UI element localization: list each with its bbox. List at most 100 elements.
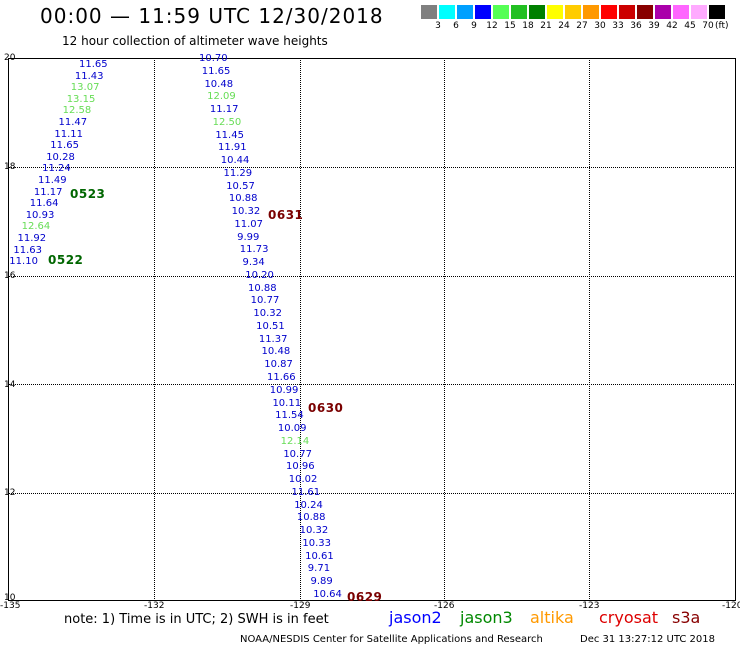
wave-height-value: 9.71	[307, 563, 331, 575]
wave-height-value: 10.33	[302, 537, 331, 549]
legend-label: 33	[612, 21, 624, 31]
legend-label: 3	[435, 21, 441, 31]
legend-swatch	[655, 5, 671, 19]
legend-swatch	[439, 5, 455, 19]
legend-swatch	[529, 5, 545, 19]
wave-height-value: 11.11	[54, 128, 84, 140]
legend-label: 15	[504, 21, 516, 31]
legend-swatch	[619, 5, 635, 19]
satellite-s3a: s3a	[672, 608, 701, 627]
satellite-cryosat: cryosat	[599, 608, 659, 627]
wave-height-value: 10.28	[46, 151, 75, 163]
pass-label-0630: 0630	[308, 401, 344, 415]
wave-height-value: 11.65	[79, 59, 108, 70]
wave-height-value: 11.61	[291, 486, 321, 498]
wave-height-value: 10.70	[199, 53, 228, 64]
wave-height-value: 9.89	[310, 576, 333, 588]
wave-height-value: 10.32	[299, 525, 329, 537]
wave-height-value: 11.45	[215, 129, 244, 141]
wave-height-value: 12.50	[212, 116, 242, 128]
satellite-jason3: jason3	[460, 608, 513, 627]
wave-height-value: 11.91	[218, 142, 247, 154]
legend-swatch	[493, 5, 509, 19]
pass-label-0629: 0629	[347, 590, 383, 604]
wave-height-value: 10.88	[296, 512, 326, 524]
legend-label: 21	[540, 21, 552, 31]
grid-line-vertical	[300, 58, 301, 601]
page-subtitle: 12 hour collection of altimeter wave hei…	[62, 34, 328, 48]
wave-height-value: 11.37	[258, 333, 288, 345]
wave-height-value: 12.09	[207, 91, 236, 103]
legend-swatch	[601, 5, 617, 19]
x-tick-label: -132	[144, 601, 165, 611]
legend-label: 24	[558, 21, 570, 31]
wave-height-value: 13.07	[70, 82, 100, 94]
wave-height-value: 10.32	[231, 206, 261, 218]
wave-height-value: 10.77	[283, 448, 312, 460]
wave-height-value: 10.93	[25, 209, 55, 221]
wave-height-value: 12.64	[21, 221, 51, 233]
wave-height-value: 10.88	[247, 282, 277, 294]
legend-label: 30	[594, 21, 606, 31]
legend-swatch	[691, 5, 707, 19]
grid-line-vertical	[154, 58, 155, 601]
legend-label: 6	[453, 21, 459, 31]
wave-height-value: 10.57	[226, 180, 255, 192]
wave-height-value: 11.10	[9, 256, 38, 268]
wave-height-value: 10.87	[264, 359, 293, 371]
legend-label: 42	[666, 21, 678, 31]
x-tick-label: -120	[722, 601, 740, 611]
wave-height-value: 10.02	[288, 474, 318, 486]
legend-swatch	[673, 5, 689, 19]
wave-height-value: 10.99	[269, 384, 299, 396]
wave-height-value: 13.15	[66, 93, 96, 105]
credit-line: NOAA/NESDIS Center for Satellite Applica…	[240, 634, 543, 645]
wave-height-value: 11.43	[74, 70, 104, 82]
grid-line-vertical	[444, 58, 445, 601]
grid-line-horizontal	[8, 493, 736, 494]
wave-height-value: 9.34	[242, 257, 265, 269]
wave-height-value: 10.61	[305, 550, 334, 562]
legend-label: 12	[486, 21, 498, 31]
x-tick-label: -126	[434, 601, 455, 611]
legend-swatch	[457, 5, 473, 19]
pass-label-0523: 0523	[70, 187, 106, 201]
legend-swatch	[565, 5, 581, 19]
grid-line-horizontal	[8, 276, 736, 277]
wave-height-value: 10.11	[272, 397, 302, 409]
legend-swatch	[475, 5, 491, 19]
wave-height-value: 10.96	[286, 461, 315, 473]
footer-note: note: 1) Time is in UTC; 2) SWH is in fe…	[64, 612, 329, 627]
legend-label: 9	[471, 21, 477, 31]
y-tick-label: 14	[4, 380, 16, 390]
wave-height-value: 11.65	[50, 140, 79, 152]
legend-swatch	[709, 5, 725, 19]
legend-label: 45	[684, 21, 696, 31]
x-tick-label: -123	[579, 601, 600, 611]
legend-label: 18	[522, 21, 534, 31]
y-tick-label: 18	[4, 162, 16, 172]
x-tick-label: -129	[290, 601, 311, 611]
wave-height-value: 10.77	[250, 295, 280, 307]
page-title: 00:00 — 11:59 UTC 12/30/2018	[40, 4, 384, 28]
legend-swatch	[511, 5, 527, 19]
wave-height-value: 10.48	[261, 346, 291, 358]
wave-height-value: 11.17	[33, 186, 63, 198]
wave-height-value: 11.49	[38, 175, 67, 186]
y-tick-label: 20	[4, 53, 16, 63]
legend-label: 39	[648, 21, 660, 31]
wave-height-value: 11.54	[275, 410, 304, 422]
legend-label: 70	[702, 21, 714, 31]
wave-height-value: 10.24	[294, 499, 323, 511]
pass-label-0631: 0631	[268, 208, 304, 222]
satellite-jason2: jason2	[389, 608, 442, 627]
legend-label: 27	[576, 21, 588, 31]
y-tick-label: 16	[4, 271, 16, 281]
generated-timestamp: Dec 31 13:27:12 UTC 2018	[580, 634, 715, 645]
satellite-altika: altika	[530, 608, 574, 627]
wave-height-value: 10.64	[313, 588, 342, 600]
wave-height-value: 11.92	[17, 233, 47, 244]
map-plot-area	[8, 58, 736, 601]
wave-height-value: 10.51	[256, 320, 285, 332]
wave-height-value: 11.65	[201, 65, 231, 77]
